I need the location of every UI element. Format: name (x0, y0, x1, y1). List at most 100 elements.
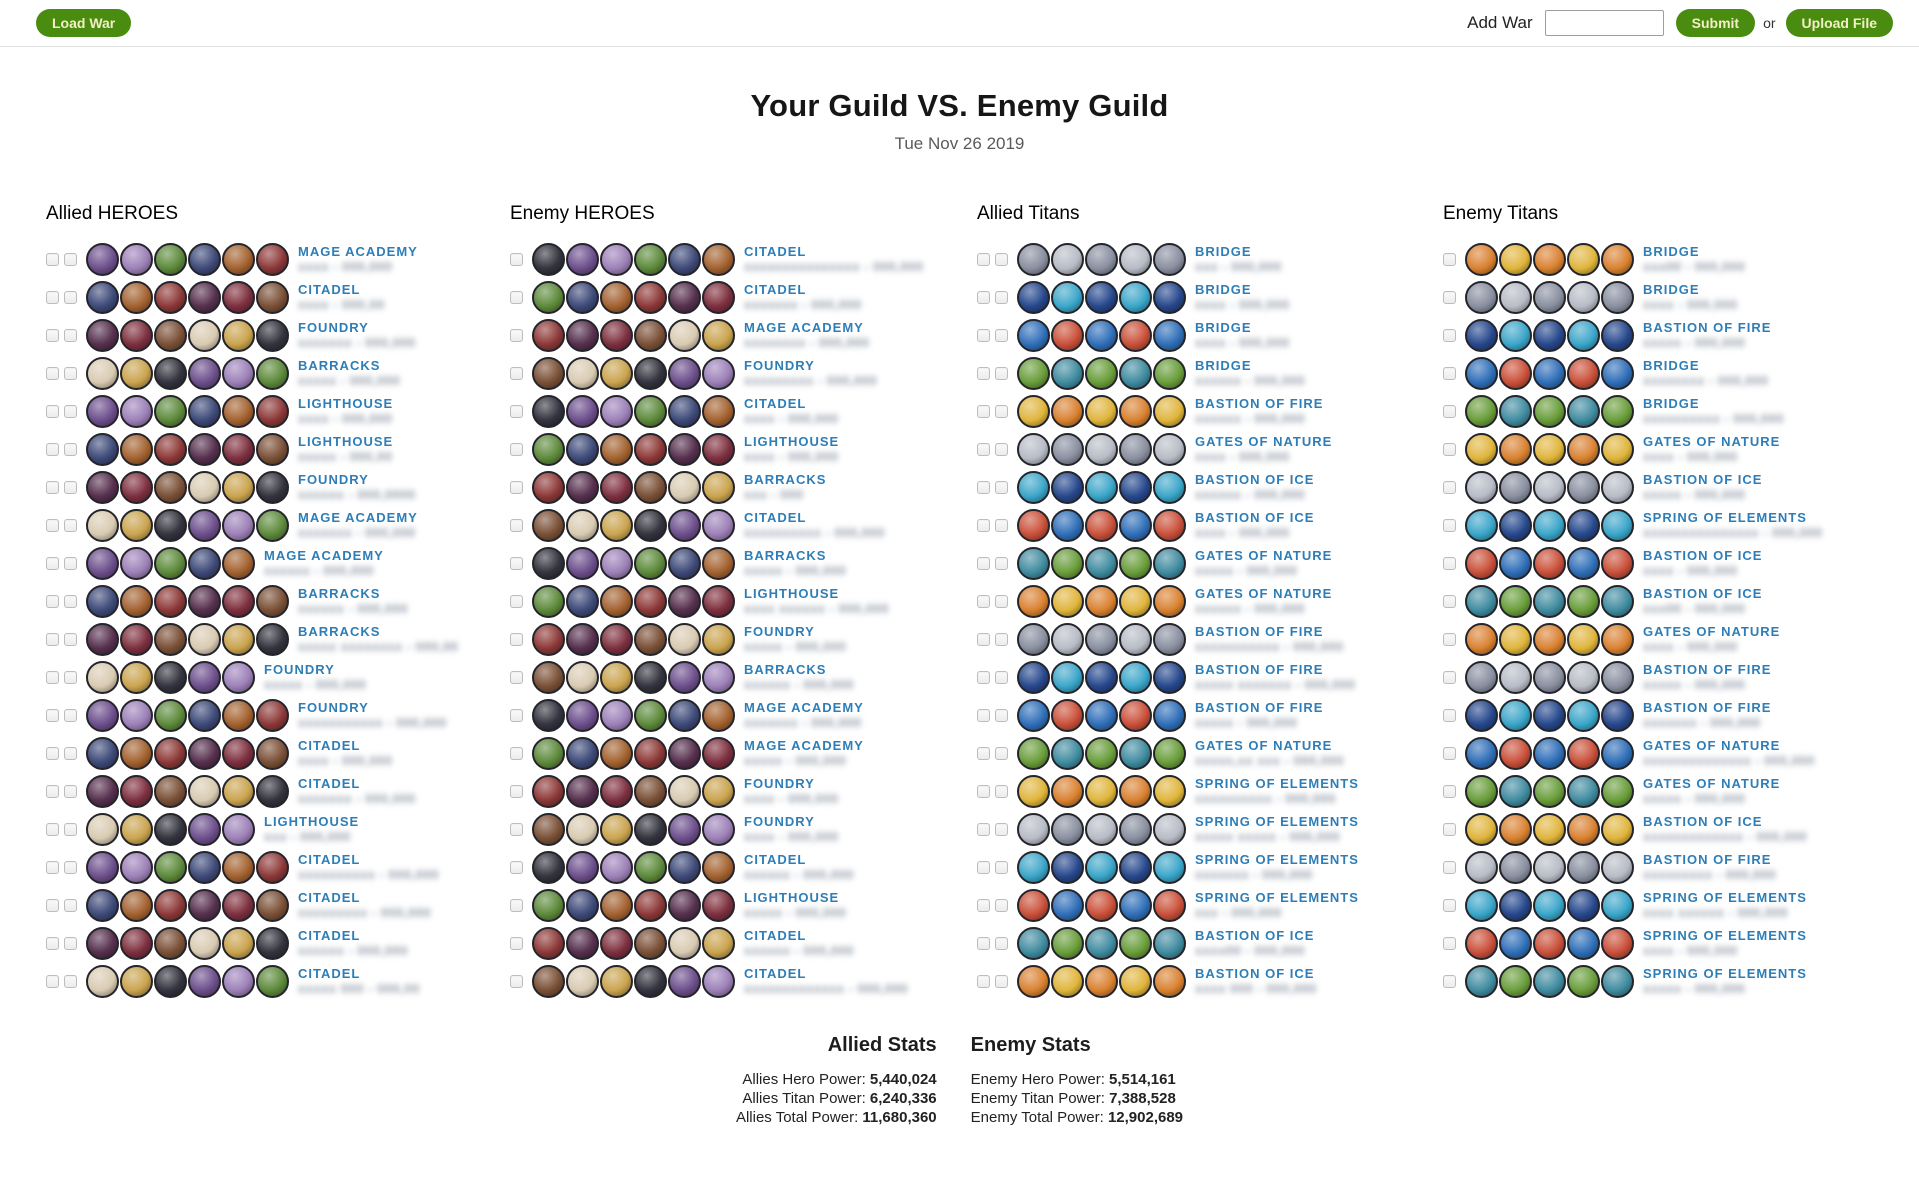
row-checkbox[interactable] (510, 518, 523, 532)
row-checkbox-right[interactable] (995, 708, 1008, 722)
row-checkbox-right[interactable] (64, 670, 77, 684)
row-checkbox[interactable] (1443, 518, 1456, 532)
row-checkbox[interactable] (1443, 328, 1456, 342)
row-checkbox[interactable] (1443, 746, 1456, 760)
row-checkbox-left[interactable] (46, 252, 59, 266)
row-checkbox-left[interactable] (977, 252, 990, 266)
row-checkbox-right[interactable] (64, 860, 77, 874)
row-checkbox[interactable] (510, 404, 523, 418)
row-checkbox-right[interactable] (995, 594, 1008, 608)
row-checkbox-left[interactable] (46, 442, 59, 456)
row-checkbox-left[interactable] (46, 328, 59, 342)
row-checkbox[interactable] (510, 708, 523, 722)
row-checkbox-right[interactable] (64, 252, 77, 266)
row-checkbox-right[interactable] (64, 290, 77, 304)
row-checkbox-left[interactable] (977, 784, 990, 798)
row-checkbox-left[interactable] (977, 594, 990, 608)
row-checkbox[interactable] (510, 594, 523, 608)
row-checkbox-left[interactable] (977, 290, 990, 304)
row-checkbox[interactable] (510, 442, 523, 456)
row-checkbox-right[interactable] (995, 480, 1008, 494)
upload-file-button[interactable]: Upload File (1785, 9, 1893, 37)
row-checkbox-left[interactable] (977, 518, 990, 532)
row-checkbox[interactable] (510, 898, 523, 912)
row-checkbox-right[interactable] (64, 442, 77, 456)
row-checkbox-left[interactable] (977, 632, 990, 646)
row-checkbox[interactable] (1443, 480, 1456, 494)
row-checkbox-left[interactable] (46, 860, 59, 874)
row-checkbox-right[interactable] (995, 632, 1008, 646)
row-checkbox-left[interactable] (977, 366, 990, 380)
row-checkbox-right[interactable] (995, 974, 1008, 988)
row-checkbox-right[interactable] (64, 518, 77, 532)
row-checkbox-right[interactable] (64, 328, 77, 342)
row-checkbox[interactable] (510, 670, 523, 684)
row-checkbox[interactable] (1443, 784, 1456, 798)
row-checkbox[interactable] (1443, 252, 1456, 266)
add-war-input[interactable] (1544, 10, 1664, 36)
row-checkbox-right[interactable] (995, 936, 1008, 950)
row-checkbox-left[interactable] (46, 290, 59, 304)
row-checkbox-right[interactable] (995, 746, 1008, 760)
row-checkbox[interactable] (1443, 556, 1456, 570)
row-checkbox-left[interactable] (977, 328, 990, 342)
row-checkbox-left[interactable] (46, 974, 59, 988)
row-checkbox-left[interactable] (46, 670, 59, 684)
load-war-button[interactable]: Load War (36, 9, 132, 37)
row-checkbox-right[interactable] (64, 480, 77, 494)
row-checkbox[interactable] (510, 822, 523, 836)
row-checkbox-right[interactable] (995, 290, 1008, 304)
row-checkbox-left[interactable] (46, 822, 59, 836)
row-checkbox-left[interactable] (46, 594, 59, 608)
row-checkbox-left[interactable] (977, 860, 990, 874)
row-checkbox[interactable] (510, 328, 523, 342)
row-checkbox-left[interactable] (46, 936, 59, 950)
row-checkbox[interactable] (1443, 670, 1456, 684)
row-checkbox[interactable] (1443, 632, 1456, 646)
row-checkbox-right[interactable] (64, 404, 77, 418)
row-checkbox-left[interactable] (977, 480, 990, 494)
row-checkbox-left[interactable] (46, 632, 59, 646)
row-checkbox-left[interactable] (977, 746, 990, 760)
row-checkbox[interactable] (1443, 442, 1456, 456)
row-checkbox-left[interactable] (46, 708, 59, 722)
row-checkbox[interactable] (1443, 366, 1456, 380)
row-checkbox[interactable] (510, 290, 523, 304)
row-checkbox-right[interactable] (64, 708, 77, 722)
row-checkbox-right[interactable] (64, 936, 77, 950)
row-checkbox[interactable] (1443, 974, 1456, 988)
row-checkbox[interactable] (1443, 860, 1456, 874)
row-checkbox[interactable] (510, 936, 523, 950)
row-checkbox-right[interactable] (995, 556, 1008, 570)
row-checkbox-right[interactable] (64, 898, 77, 912)
row-checkbox[interactable] (510, 632, 523, 646)
row-checkbox-left[interactable] (977, 898, 990, 912)
row-checkbox-left[interactable] (977, 936, 990, 950)
row-checkbox-right[interactable] (64, 784, 77, 798)
row-checkbox-left[interactable] (46, 784, 59, 798)
row-checkbox-right[interactable] (64, 974, 77, 988)
row-checkbox-right[interactable] (995, 366, 1008, 380)
row-checkbox[interactable] (510, 366, 523, 380)
row-checkbox-right[interactable] (64, 822, 77, 836)
row-checkbox[interactable] (1443, 404, 1456, 418)
row-checkbox-right[interactable] (995, 442, 1008, 456)
row-checkbox-left[interactable] (977, 974, 990, 988)
row-checkbox-right[interactable] (995, 328, 1008, 342)
row-checkbox[interactable] (510, 556, 523, 570)
row-checkbox-left[interactable] (977, 670, 990, 684)
row-checkbox-left[interactable] (46, 404, 59, 418)
row-checkbox-left[interactable] (46, 898, 59, 912)
row-checkbox[interactable] (510, 784, 523, 798)
row-checkbox-left[interactable] (46, 556, 59, 570)
row-checkbox-right[interactable] (64, 594, 77, 608)
row-checkbox-right[interactable] (995, 898, 1008, 912)
row-checkbox[interactable] (510, 974, 523, 988)
submit-button[interactable]: Submit (1675, 9, 1756, 37)
row-checkbox[interactable] (1443, 898, 1456, 912)
row-checkbox[interactable] (510, 252, 523, 266)
row-checkbox[interactable] (510, 480, 523, 494)
row-checkbox-right[interactable] (64, 556, 77, 570)
row-checkbox-left[interactable] (46, 366, 59, 380)
row-checkbox-right[interactable] (995, 518, 1008, 532)
